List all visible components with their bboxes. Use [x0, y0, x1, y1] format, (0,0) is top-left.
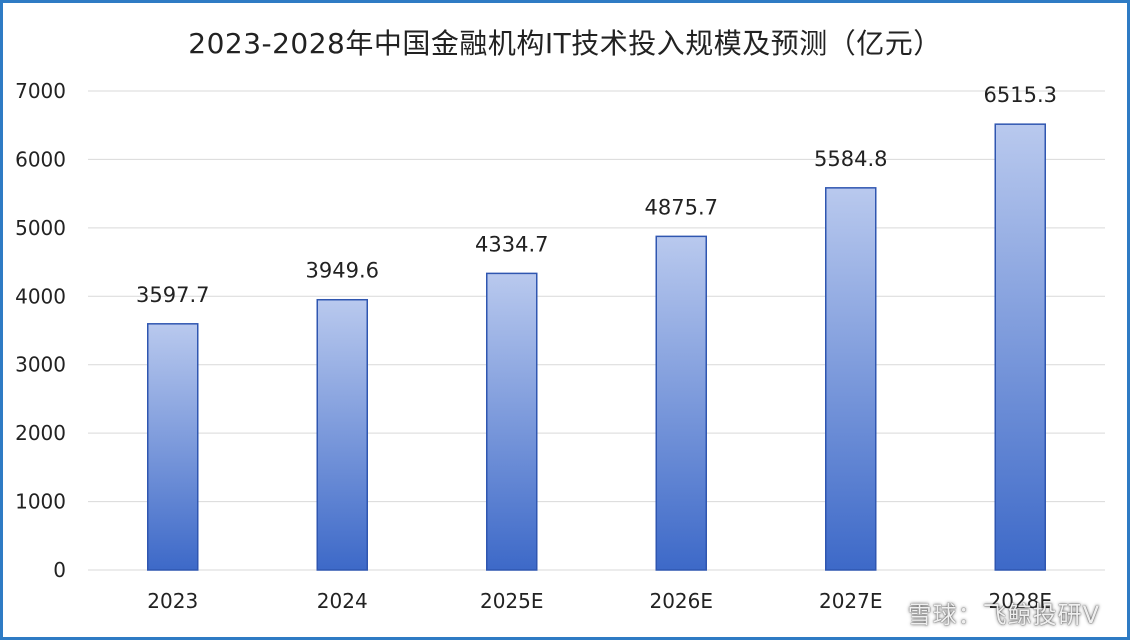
data-label: 4875.7 — [645, 195, 718, 219]
grid-lines — [88, 90, 1105, 571]
y-tick-label: 3000 — [15, 353, 66, 377]
bar-2023 — [147, 323, 199, 571]
data-labels: 3597.7 3949.6 4334.7 4875.7 5584.8 6515.3 — [136, 83, 1057, 307]
bar-2026E — [655, 235, 707, 571]
data-label: 6515.3 — [984, 83, 1057, 107]
y-tick-label: 6000 — [15, 147, 66, 171]
y-tick-label: 2000 — [15, 421, 66, 445]
bars — [147, 123, 1046, 571]
bar-2028E — [994, 123, 1046, 571]
x-axis-ticks: 2023 2024 2025E 2026E 2027E 2028E — [147, 589, 1052, 613]
y-tick-label: 0 — [53, 558, 66, 582]
bar-2024 — [316, 298, 368, 571]
y-tick-label: 7000 — [15, 79, 66, 103]
data-label: 4334.7 — [475, 232, 548, 256]
y-axis-ticks: 0 1000 2000 3000 4000 5000 6000 7000 — [15, 79, 66, 582]
watermark-text: 雪球：飞鲸投研V — [907, 601, 1100, 629]
x-tick-label: 2026E — [649, 589, 713, 613]
data-label: 3949.6 — [306, 259, 379, 283]
data-label: 3597.7 — [136, 283, 209, 307]
x-tick-label: 2027E — [819, 589, 883, 613]
bar-2025E — [486, 272, 538, 571]
y-tick-label: 5000 — [15, 216, 66, 240]
x-tick-label: 2024 — [317, 589, 368, 613]
x-tick-label: 2023 — [147, 589, 198, 613]
data-label: 5584.8 — [814, 147, 887, 171]
y-tick-label: 4000 — [15, 284, 66, 308]
bar-2027E — [825, 187, 877, 571]
y-tick-label: 1000 — [15, 490, 66, 514]
x-tick-label: 2025E — [480, 589, 544, 613]
x-tick-label: 2028E — [988, 589, 1052, 613]
chart-title: 2023-2028年中国金融机构IT技术投入规模及预测（亿元） — [188, 27, 942, 60]
